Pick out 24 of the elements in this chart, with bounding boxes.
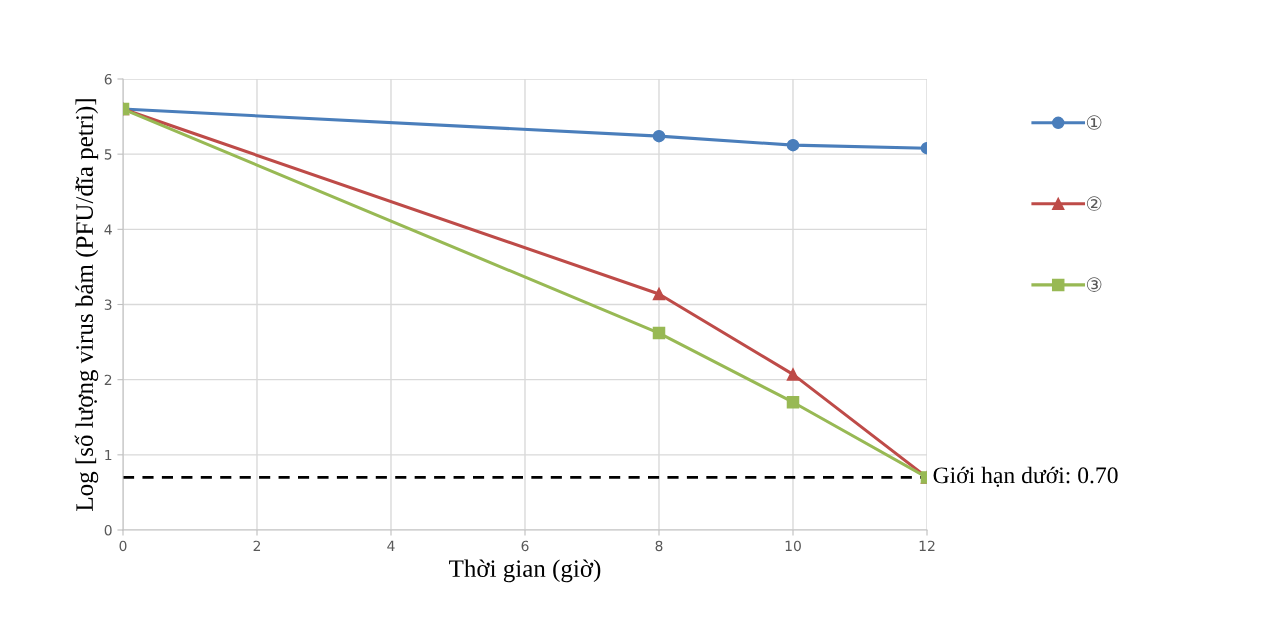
y-tick-label: 1 — [105, 449, 112, 461]
legend-label: ① — [1086, 115, 1102, 130]
y-tick-label: 2 — [104, 374, 112, 385]
point — [652, 287, 666, 301]
point — [786, 368, 800, 381]
x-tick-label: 12 — [919, 540, 935, 551]
point — [786, 138, 800, 152]
y-tick-label: 5 — [104, 149, 112, 160]
y-tick-label: 3 — [104, 299, 112, 310]
y-tick-label: 0 — [104, 524, 112, 536]
y-tick-label: 4 — [104, 224, 112, 235]
x-tick-label: 10 — [785, 540, 801, 552]
x-tick-label: 0 — [119, 540, 127, 552]
x-tick-label: 8 — [655, 540, 663, 552]
x-axis-title: Thời gian (giờ) — [449, 559, 601, 583]
x-tick-label: 6 — [521, 540, 529, 552]
x-tick-label: 4 — [387, 540, 395, 551]
ref-line-label: Giới hạn dưới: 0.70 — [933, 466, 1118, 487]
y-axis-title: Log [số lượng virus bám (PFU/đĩa petri)] — [74, 99, 99, 511]
point — [652, 129, 666, 143]
legend-label: ③ — [1086, 277, 1102, 292]
x-tick-label: 2 — [253, 540, 261, 551]
legend-label: ② — [1086, 196, 1102, 211]
y-tick-label: 6 — [104, 73, 112, 85]
